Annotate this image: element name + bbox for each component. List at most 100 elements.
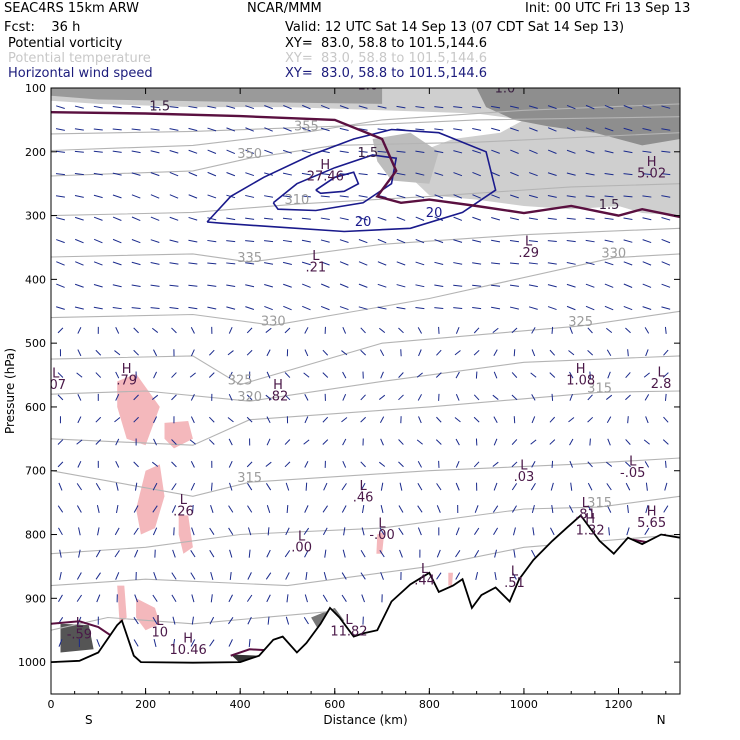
wind-vector <box>93 105 103 109</box>
wind-vector <box>114 527 120 536</box>
wind-vector <box>361 527 365 536</box>
wind-vector <box>358 283 368 288</box>
wind-vector <box>569 460 574 468</box>
wind-vector <box>358 173 368 176</box>
wind-vector <box>513 349 516 357</box>
wind-vector <box>265 461 272 467</box>
wind-vector <box>95 439 102 445</box>
wind-vector <box>627 504 629 514</box>
theta-contour-line <box>51 227 680 263</box>
wind-vector <box>360 482 366 491</box>
wind-vector <box>415 216 425 221</box>
wind-vector <box>226 240 236 243</box>
wind-vector <box>569 393 573 401</box>
wind-vector <box>399 549 403 558</box>
wind-vector <box>283 305 292 311</box>
wind-vector <box>131 194 141 199</box>
wind-vector <box>377 216 387 221</box>
wind-vectors <box>55 104 671 647</box>
wind-vector <box>491 306 501 310</box>
wind-vector <box>360 461 366 468</box>
wind-vector <box>663 349 669 356</box>
wind-vector <box>341 483 347 491</box>
wind-vector <box>587 416 594 423</box>
wind-vector <box>377 150 387 153</box>
wind-vector <box>74 128 84 131</box>
extremum-value: -.59 <box>67 628 92 643</box>
wind-vector <box>93 216 103 221</box>
extremum-value: .82 <box>268 390 289 405</box>
extremum-value: .00 <box>291 541 312 556</box>
x-axis-label: Distance (km) <box>323 713 407 727</box>
wind-vector <box>342 326 347 334</box>
wind-vector <box>623 239 633 243</box>
wind-vector <box>246 461 253 468</box>
wind-vector <box>264 262 274 265</box>
wind-vector <box>95 482 101 491</box>
shade-top-dark <box>51 88 383 104</box>
wind-vector <box>453 239 463 243</box>
wind-vector <box>436 572 442 580</box>
wind-vector <box>398 372 404 378</box>
wind-vector <box>131 106 141 109</box>
wind-vector <box>415 150 425 153</box>
wind-vector <box>56 105 65 109</box>
wind-vector <box>415 106 425 109</box>
wind-vector <box>642 195 652 198</box>
wind-vector <box>207 194 217 199</box>
wind-vector <box>190 394 195 401</box>
theta-contour-label: 355 <box>294 120 319 135</box>
wind-vector <box>228 617 234 625</box>
wind-vector <box>151 394 159 400</box>
wind-vector <box>150 216 160 221</box>
pv-contour-label: 1.5 <box>149 99 170 114</box>
wind-vector <box>93 172 103 176</box>
wind-vector <box>625 439 631 445</box>
wind-vector <box>360 549 366 558</box>
wind-vector <box>246 594 253 602</box>
wind-vector <box>473 416 480 423</box>
wind-vector <box>379 550 385 558</box>
wind-vector <box>453 284 463 287</box>
wind-vector <box>417 505 423 513</box>
wind-vector <box>358 195 368 198</box>
wind-vector <box>169 171 179 177</box>
wind-vector <box>131 284 141 288</box>
wind-vector <box>491 194 500 199</box>
wind-vector <box>360 416 366 423</box>
shading-layer <box>51 88 680 664</box>
wind-vector <box>131 128 141 131</box>
y-tick-label: 700 <box>25 465 46 478</box>
wind-vector <box>528 284 538 288</box>
wind-vector <box>472 106 482 109</box>
wind-vector <box>245 127 254 132</box>
wind-vector <box>358 217 368 221</box>
theta-contour-label: 315 <box>587 496 612 511</box>
extremum-value: .21 <box>305 261 326 276</box>
wind-vector <box>192 504 194 514</box>
wind-vector <box>528 217 538 221</box>
wind-vector <box>453 307 463 310</box>
wind-vector <box>531 416 536 424</box>
pv-contour-line <box>51 111 680 219</box>
wind-vector <box>511 327 518 334</box>
wind-vector <box>226 149 236 155</box>
wind-vector <box>623 105 633 110</box>
wind-vector <box>265 572 272 580</box>
wind-vector <box>415 284 425 288</box>
wind-vector <box>56 239 65 244</box>
wind-vector <box>283 149 292 154</box>
wind-vector <box>494 549 497 558</box>
wind-vector <box>585 305 595 311</box>
wind-vector <box>93 284 103 288</box>
wind-vector <box>528 262 538 265</box>
wind-vector <box>643 439 650 445</box>
theta-contour-label: 320 <box>237 390 262 405</box>
y-tick-label: 100 <box>25 82 46 95</box>
wind-vector <box>115 572 120 580</box>
wind-vector <box>417 461 422 468</box>
theta-contour-line <box>51 253 680 326</box>
wind-vector <box>509 105 519 109</box>
wind-vector <box>664 482 668 491</box>
wind-vector <box>114 350 121 356</box>
